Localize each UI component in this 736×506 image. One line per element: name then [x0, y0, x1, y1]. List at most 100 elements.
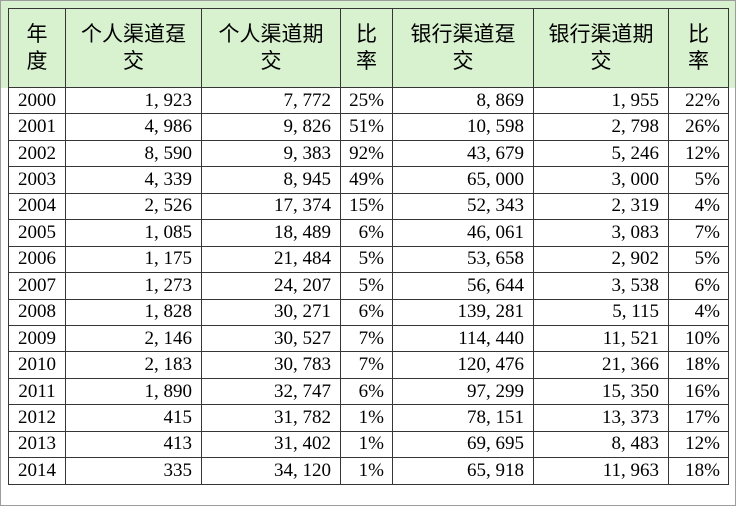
header-row: 年度 个人渠道趸交 个人渠道期交 比率 银行渠道趸交 银行渠道期交 比率	[8, 8, 729, 88]
year-cell: 2008	[8, 298, 66, 326]
value-cell: 2, 798	[533, 113, 669, 141]
value-cell: 21, 366	[533, 351, 669, 379]
value-cell: 10, 598	[392, 113, 534, 141]
value-cell: 5, 246	[533, 139, 669, 168]
table-row: 2014 335 34, 120 1% 65, 918 11, 963 18%	[8, 457, 729, 485]
year-cell: 2002	[8, 139, 66, 168]
value-cell: 53, 658	[392, 245, 534, 274]
year-cell: 2011	[8, 377, 66, 406]
value-cell: 2, 526	[65, 192, 202, 221]
value-cell: 1, 890	[65, 377, 202, 406]
column-header-6: 比率	[668, 8, 729, 88]
column-header-4: 银行渠道趸交	[392, 8, 534, 88]
value-cell: 10%	[668, 324, 729, 353]
value-cell: 49%	[340, 166, 393, 194]
value-cell: 69, 695	[392, 430, 534, 459]
value-cell: 2, 183	[65, 351, 202, 379]
value-cell: 18%	[668, 457, 729, 485]
value-cell: 1, 828	[65, 298, 202, 326]
value-cell: 120, 476	[392, 351, 534, 379]
value-cell: 5, 115	[533, 298, 669, 326]
value-cell: 13, 373	[533, 404, 669, 432]
table-row: 2007 1, 273 24, 207 5% 56, 644 3, 538 6%	[8, 272, 729, 300]
value-cell: 4, 339	[65, 166, 202, 194]
value-cell: 25%	[340, 86, 393, 115]
value-cell: 7, 772	[201, 86, 341, 115]
value-cell: 2, 146	[65, 324, 202, 353]
value-cell: 16%	[668, 377, 729, 406]
table-row: 2009 2, 146 30, 527 7% 114, 440 11, 521 10%	[8, 324, 729, 353]
year-cell: 2009	[8, 324, 66, 353]
value-cell: 26%	[668, 113, 729, 141]
table-row: 2008 1, 828 30, 271 6% 139, 281 5, 115 4%	[8, 298, 729, 326]
value-cell: 3, 000	[533, 166, 669, 194]
value-cell: 6%	[340, 298, 393, 326]
value-cell: 1%	[340, 457, 393, 485]
value-cell: 97, 299	[392, 377, 534, 406]
value-cell: 24, 207	[201, 272, 341, 300]
table-header-row: 年度 个人渠道趸交 个人渠道期交 比率 银行渠道趸交 银行渠道期交 比率	[8, 8, 729, 88]
value-cell: 8, 945	[201, 166, 341, 194]
value-cell: 1, 923	[65, 86, 202, 115]
value-cell: 12%	[668, 430, 729, 459]
table-row: 2006 1, 175 21, 484 5% 53, 658 2, 902 5%	[8, 245, 729, 274]
year-cell: 2007	[8, 272, 66, 300]
value-cell: 2, 319	[533, 192, 669, 221]
value-cell: 31, 782	[201, 404, 341, 432]
value-cell: 31, 402	[201, 430, 341, 459]
value-cell: 5%	[668, 166, 729, 194]
value-cell: 92%	[340, 139, 393, 168]
value-cell: 4, 986	[65, 113, 202, 141]
year-cell: 2000	[8, 86, 66, 115]
value-cell: 5%	[340, 245, 393, 274]
table-row: 2003 4, 339 8, 945 49% 65, 000 3, 000 5%	[8, 166, 729, 194]
value-cell: 15%	[340, 192, 393, 221]
value-cell: 8, 483	[533, 430, 669, 459]
value-cell: 4%	[668, 298, 729, 326]
value-cell: 7%	[668, 219, 729, 247]
value-cell: 6%	[340, 377, 393, 406]
value-cell: 1, 175	[65, 245, 202, 274]
year-cell: 2005	[8, 219, 66, 247]
value-cell: 1, 085	[65, 219, 202, 247]
value-cell: 11, 521	[533, 324, 669, 353]
column-header-1: 个人渠道趸交	[65, 8, 202, 88]
value-cell: 5%	[668, 245, 729, 274]
value-cell: 413	[65, 430, 202, 459]
value-cell: 9, 383	[201, 139, 341, 168]
value-cell: 30, 527	[201, 324, 341, 353]
value-cell: 56, 644	[392, 272, 534, 300]
value-cell: 34, 120	[201, 457, 341, 485]
year-cell: 2004	[8, 192, 66, 221]
table-row: 2000 1, 923 7, 772 25% 8, 869 1, 955 22%	[8, 86, 729, 115]
table-row: 2010 2, 183 30, 783 7% 120, 476 21, 366 18%	[8, 351, 729, 379]
column-header-2: 个人渠道期交	[201, 8, 341, 88]
value-cell: 30, 271	[201, 298, 341, 326]
table-row: 2001 4, 986 9, 826 51% 10, 598 2, 798 26%	[8, 113, 729, 141]
year-cell: 2010	[8, 351, 66, 379]
value-cell: 5%	[340, 272, 393, 300]
year-cell: 2006	[8, 245, 66, 274]
table-body: 2000 1, 923 7, 772 25% 8, 869 1, 955 22% 2001 4,…	[8, 86, 729, 485]
value-cell: 30, 783	[201, 351, 341, 379]
value-cell: 8, 590	[65, 139, 202, 168]
table-row: 2002 8, 590 9, 383 92% 43, 679 5, 246 12%	[8, 139, 729, 168]
value-cell: 46, 061	[392, 219, 534, 247]
value-cell: 18, 489	[201, 219, 341, 247]
value-cell: 1%	[340, 404, 393, 432]
value-cell: 8, 869	[392, 86, 534, 115]
value-cell: 2, 902	[533, 245, 669, 274]
value-cell: 18%	[668, 351, 729, 379]
value-cell: 32, 747	[201, 377, 341, 406]
value-cell: 6%	[668, 272, 729, 300]
year-cell: 2003	[8, 166, 66, 194]
value-cell: 7%	[340, 324, 393, 353]
column-header-3: 比率	[340, 8, 393, 88]
value-cell: 11, 963	[533, 457, 669, 485]
table-row: 2004 2, 526 17, 374 15% 52, 343 2, 319 4%	[8, 192, 729, 221]
value-cell: 65, 000	[392, 166, 534, 194]
value-cell: 415	[65, 404, 202, 432]
premium-channel-table: 年度 个人渠道趸交 个人渠道期交 比率 银行渠道趸交 银行渠道期交 比率 2000 1, 92…	[8, 8, 729, 485]
value-cell: 51%	[340, 113, 393, 141]
